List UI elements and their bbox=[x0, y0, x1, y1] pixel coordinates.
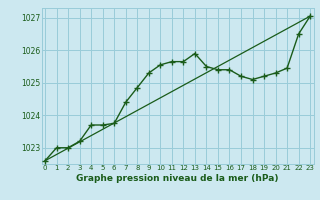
X-axis label: Graphe pression niveau de la mer (hPa): Graphe pression niveau de la mer (hPa) bbox=[76, 174, 279, 183]
